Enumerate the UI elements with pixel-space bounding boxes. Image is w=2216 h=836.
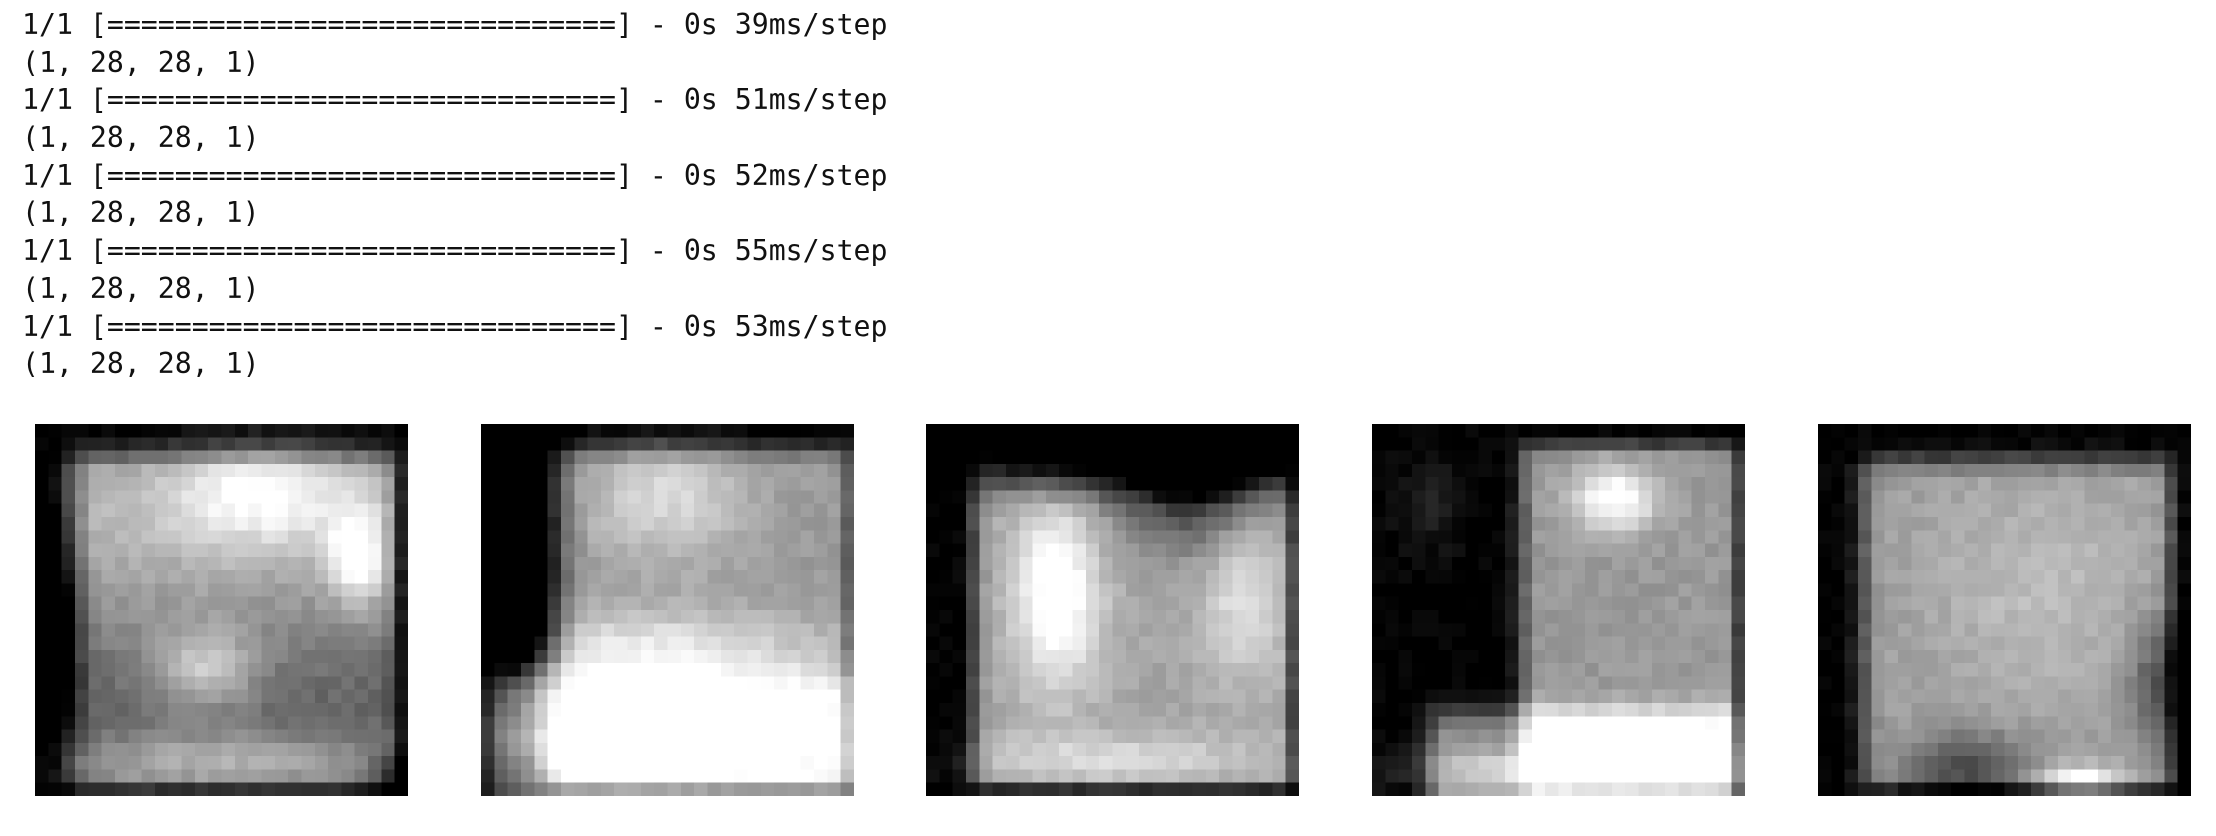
shape-line-4: (1, 28, 28, 1) bbox=[22, 271, 260, 305]
progress-line-5: 1/1 [==============================] - 0… bbox=[22, 309, 888, 343]
generated-images-row bbox=[0, 424, 2216, 796]
generated-image-pixels bbox=[35, 424, 408, 796]
console-output: 1/1 [==============================] - 0… bbox=[22, 6, 888, 383]
generated-image-pixels bbox=[1818, 424, 2191, 796]
shape-line-2: (1, 28, 28, 1) bbox=[22, 121, 260, 155]
progress-line-1: 1/1 [==============================] - 0… bbox=[22, 8, 888, 41]
progress-line-4: 1/1 [==============================] - 0… bbox=[22, 234, 888, 268]
generated-image-pixels bbox=[481, 424, 854, 796]
progress-line-2: 1/1 [==============================] - 0… bbox=[22, 83, 888, 117]
generated-image-3 bbox=[926, 424, 1299, 796]
generated-image-pixels bbox=[926, 424, 1299, 796]
generated-image-4 bbox=[1372, 424, 1745, 796]
generated-image-1 bbox=[35, 424, 408, 796]
shape-line-1: (1, 28, 28, 1) bbox=[22, 45, 260, 79]
progress-line-3: 1/1 [==============================] - 0… bbox=[22, 158, 888, 192]
shape-line-5: (1, 28, 28, 1) bbox=[22, 347, 260, 381]
generated-image-pixels bbox=[1372, 424, 1745, 796]
shape-line-3: (1, 28, 28, 1) bbox=[22, 196, 260, 230]
generated-image-5 bbox=[1818, 424, 2191, 796]
generated-image-2 bbox=[481, 424, 854, 796]
